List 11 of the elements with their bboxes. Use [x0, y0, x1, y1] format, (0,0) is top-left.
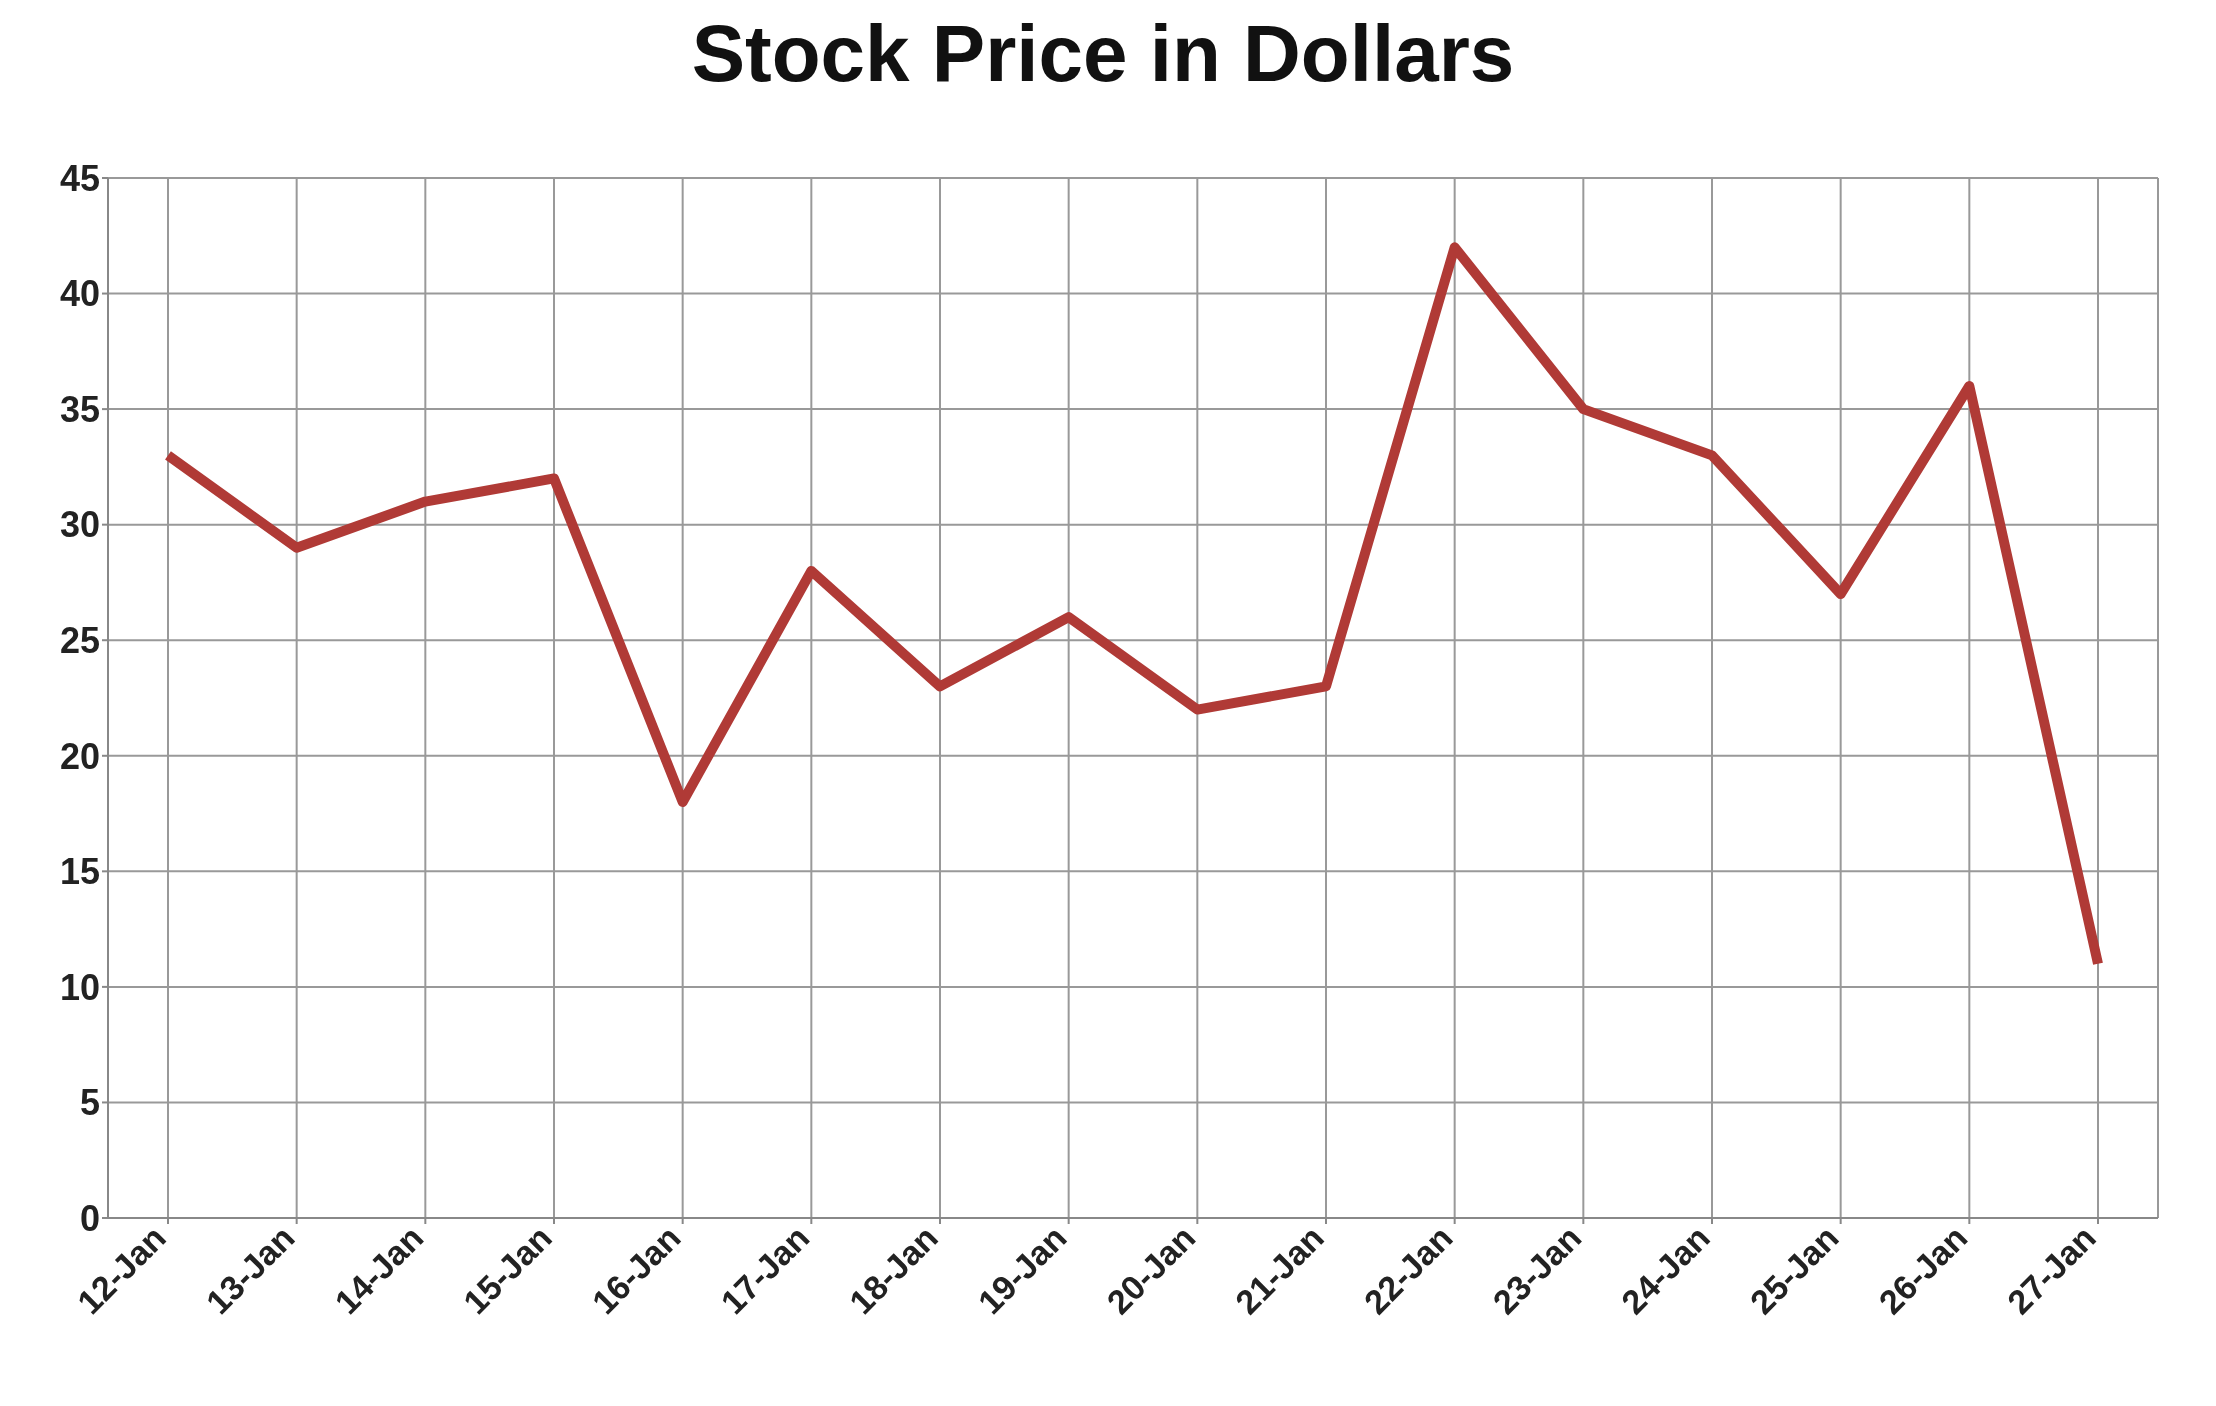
- y-tick-label: 45: [59, 157, 100, 199]
- y-tick-label: 5: [79, 1082, 100, 1124]
- y-tick-label: 40: [59, 273, 100, 315]
- y-tick-label: 25: [59, 620, 100, 661]
- y-tick-label: 35: [59, 388, 100, 430]
- y-tick-label: 0: [79, 1197, 100, 1239]
- y-tick-label: 15: [59, 851, 100, 893]
- y-tick-label: 10: [59, 966, 100, 1008]
- chart-title: Stock Price in Dollars: [690, 8, 1516, 100]
- y-tick-label: 20: [59, 735, 100, 777]
- y-tick-label: 30: [59, 504, 100, 546]
